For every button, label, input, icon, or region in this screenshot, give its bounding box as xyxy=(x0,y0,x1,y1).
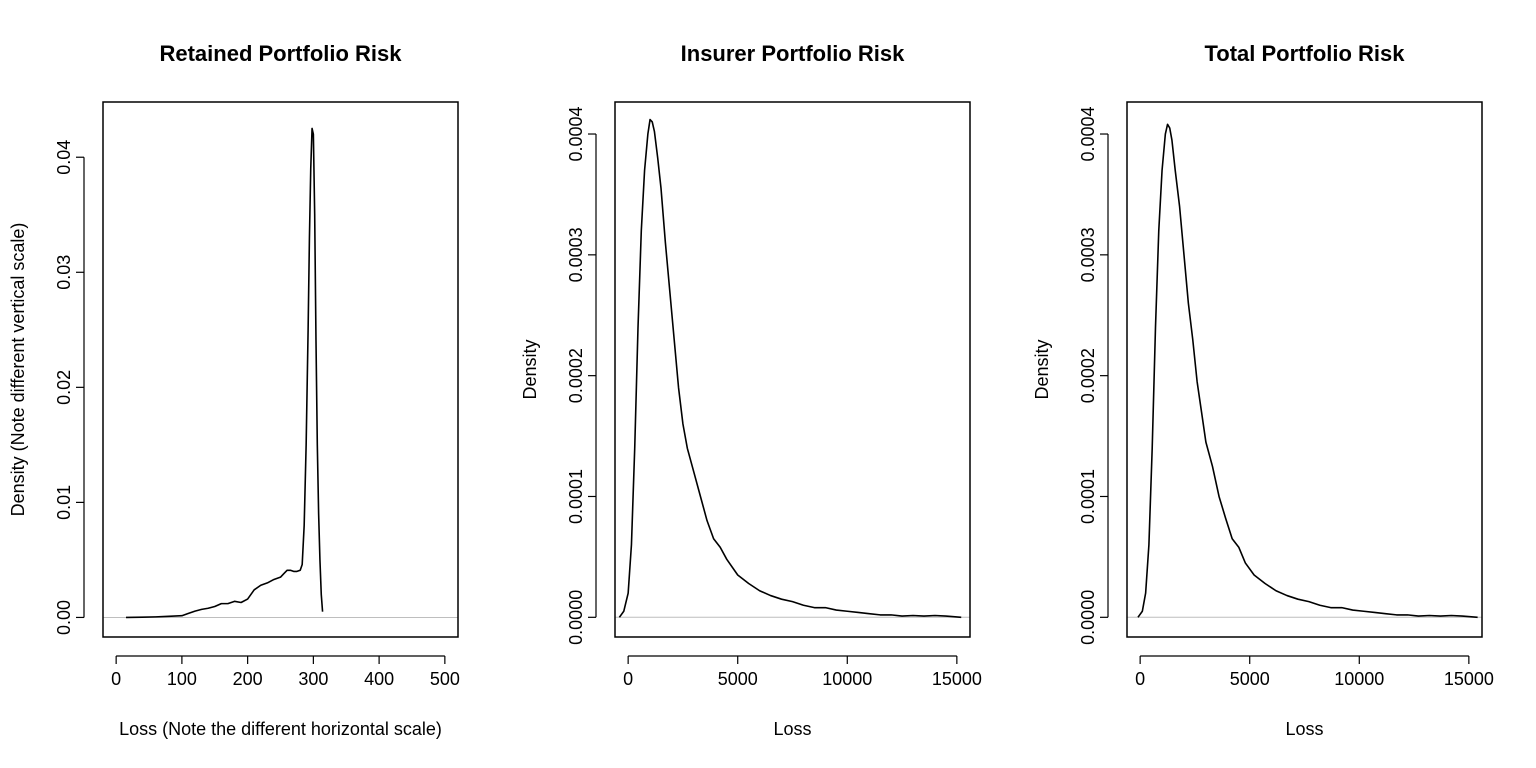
y-axis-label: Density xyxy=(1032,339,1052,399)
y-tick-label: 0.02 xyxy=(54,370,74,405)
x-tick-label: 5000 xyxy=(718,669,758,689)
x-tick-label: 0 xyxy=(1135,669,1145,689)
y-tick-label: 0.0003 xyxy=(566,227,586,282)
y-tick-label: 0.0000 xyxy=(1078,590,1098,645)
y-tick-label: 0.00 xyxy=(54,600,74,635)
x-tick-label: 10000 xyxy=(1334,669,1384,689)
plot-frame xyxy=(614,101,971,638)
x-tick-label: 100 xyxy=(167,669,197,689)
chart-title: Total Portfolio Risk xyxy=(1204,41,1405,66)
y-tick-label: 0.0002 xyxy=(1078,348,1098,403)
y-tick-label: 0.0000 xyxy=(566,590,586,645)
y-tick-label: 0.0001 xyxy=(566,469,586,524)
y-axis-label: Density xyxy=(520,339,540,399)
x-axis-label: Loss xyxy=(1285,719,1323,739)
y-tick-label: 0.0004 xyxy=(566,106,586,161)
x-tick-label: 15000 xyxy=(932,669,982,689)
y-tick-label: 0.0004 xyxy=(1078,106,1098,161)
density-curve xyxy=(1137,123,1478,619)
chart-panel-3: Total Portfolio Risk 0 5000 10000 15000 0.000… xyxy=(1032,41,1494,739)
chart-panel-1: Retained Portfolio Risk 0 100 200 300 400 500 0… xyxy=(8,41,460,739)
y-tick-label: 0.0001 xyxy=(1078,469,1098,524)
y-axis-label: Density (Note different vertical scale) xyxy=(8,223,28,517)
y-tick-label: 0.04 xyxy=(54,140,74,175)
x-tick-label: 15000 xyxy=(1444,669,1494,689)
chart-panel-2: Insurer Portfolio Risk 0 5000 10000 15000 0.0… xyxy=(520,41,982,739)
x-axis-label: Loss xyxy=(773,719,811,739)
chart-title: Retained Portfolio Risk xyxy=(159,41,402,66)
density-curve xyxy=(618,118,962,619)
y-tick-label: 0.0002 xyxy=(566,348,586,403)
y-tick-label: 0.0003 xyxy=(1078,227,1098,282)
chart-title: Insurer Portfolio Risk xyxy=(681,41,905,66)
y-tick-label: 0.03 xyxy=(54,255,74,290)
x-tick-label: 0 xyxy=(111,669,121,689)
y-tick-label: 0.01 xyxy=(54,485,74,520)
x-tick-label: 200 xyxy=(233,669,263,689)
density-curve xyxy=(125,127,324,619)
plot-frame xyxy=(1126,101,1483,638)
x-tick-label: 5000 xyxy=(1230,669,1270,689)
x-tick-label: 400 xyxy=(364,669,394,689)
x-tick-label: 0 xyxy=(623,669,633,689)
x-tick-label: 10000 xyxy=(822,669,872,689)
x-axis-label: Loss (Note the different horizontal scal… xyxy=(119,719,442,739)
plot-frame xyxy=(102,101,459,638)
x-tick-label: 300 xyxy=(298,669,328,689)
x-tick-label: 500 xyxy=(430,669,460,689)
